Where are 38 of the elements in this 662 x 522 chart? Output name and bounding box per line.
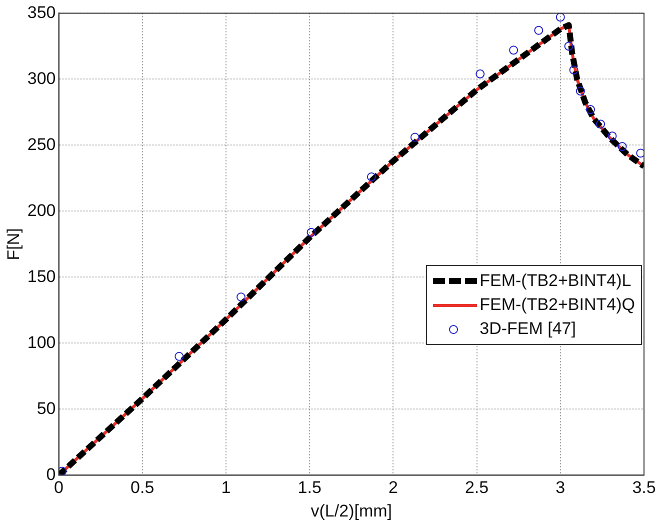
point [586, 105, 595, 114]
x-tick-label: 2 [388, 478, 398, 498]
point [476, 69, 485, 78]
x-tick-label: 2.5 [464, 478, 489, 498]
point [569, 65, 578, 74]
point [366, 172, 376, 182]
point [58, 466, 67, 476]
point [236, 292, 246, 302]
y-tick-label: 150 [27, 266, 56, 286]
legend-label: FEM-(TB2+BINT4)Q [480, 295, 635, 315]
x-axis-title: v(L/2)[mm] [310, 501, 392, 520]
y-tick-label: 250 [27, 134, 56, 154]
x-tick-label: 1.5 [298, 478, 322, 498]
x-tick-label: 3 [556, 478, 566, 498]
y-tick-label: 200 [27, 200, 56, 220]
legend-label: 3D-FEM [47] [480, 319, 576, 339]
y-tick-label: 100 [27, 332, 56, 352]
y-tick-label: 350 [27, 2, 56, 22]
point [636, 148, 644, 158]
point [618, 142, 627, 152]
y-axis-title: F[N] [4, 228, 23, 260]
point [596, 120, 606, 129]
y-tick-label: 0 [46, 464, 56, 484]
x-tick-label: 1 [221, 478, 231, 498]
point [509, 46, 518, 55]
point [608, 131, 617, 140]
y-tick-label: 300 [27, 68, 56, 88]
legend-label: FEM-(TB2+BINT4)L [480, 271, 632, 291]
point [556, 13, 565, 22]
x-tick-label: 0.5 [130, 478, 154, 498]
point [174, 352, 184, 361]
y-tick-label: 50 [36, 398, 56, 418]
point [564, 42, 574, 51]
x-tick-label: 3.5 [632, 478, 656, 498]
point [306, 228, 316, 237]
point [410, 132, 420, 142]
point [576, 86, 585, 96]
point [534, 26, 544, 35]
